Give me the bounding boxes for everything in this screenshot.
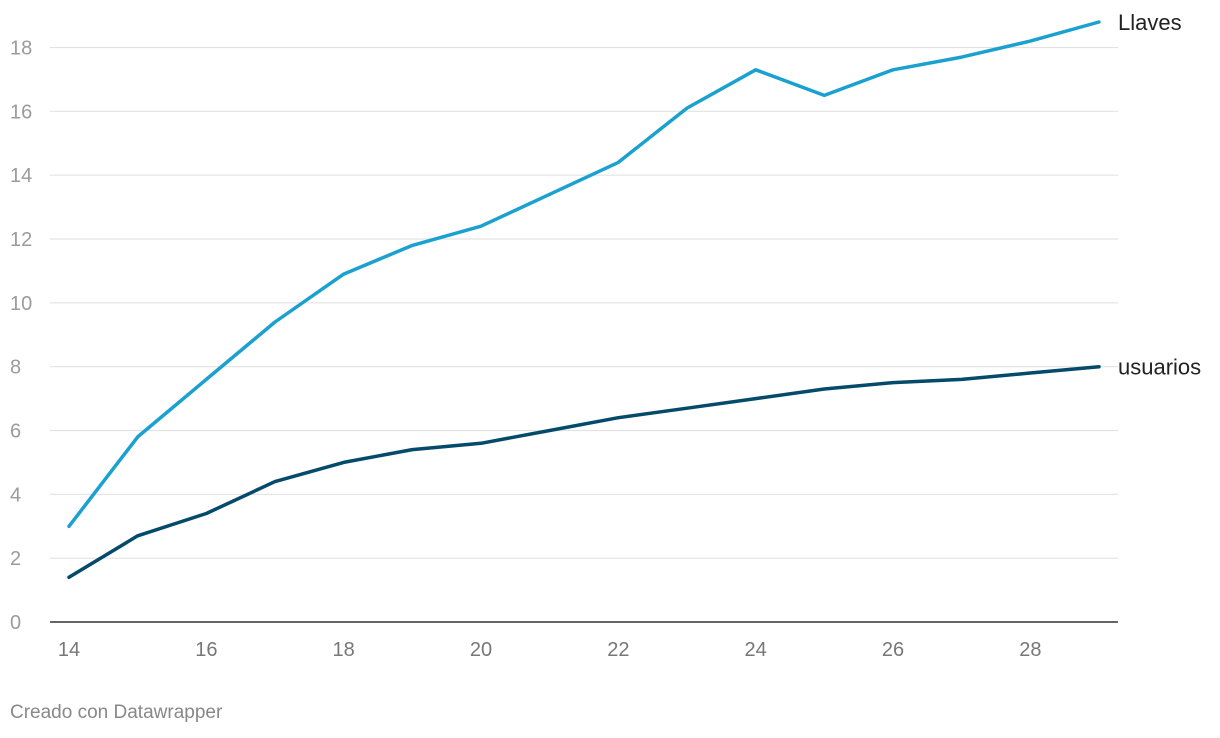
series-label-usuarios: usuarios xyxy=(1118,355,1201,380)
series-line-llaves xyxy=(67,20,1101,529)
y-tick-label: 18 xyxy=(10,38,32,60)
y-tick-label: 8 xyxy=(10,357,21,379)
series-labels: Llaves usuarios xyxy=(1118,10,1201,380)
y-tick-label: 0 xyxy=(10,612,21,634)
x-tick-label: 22 xyxy=(607,639,629,661)
y-axis: 0 2 4 6 8 10 12 14 16 18 xyxy=(10,38,32,635)
x-tick-label: 28 xyxy=(1019,639,1041,661)
y-tick-label: 4 xyxy=(10,484,21,506)
y-tick-label: 10 xyxy=(10,293,32,315)
credit-text: Creado con Datawrapper xyxy=(10,702,223,723)
gridlines xyxy=(50,46,1118,623)
y-tick-label: 16 xyxy=(10,101,32,123)
x-tick-label: 20 xyxy=(470,639,492,661)
x-tick-label: 18 xyxy=(333,639,355,661)
y-tick-label: 12 xyxy=(10,229,32,251)
y-tick-label: 6 xyxy=(10,421,21,443)
x-tick-label: 16 xyxy=(195,639,217,661)
y-tick-label: 14 xyxy=(10,165,32,187)
x-tick-label: 24 xyxy=(745,639,767,661)
x-axis: 14 16 18 20 22 24 26 28 xyxy=(58,639,1042,661)
y-tick-label: 2 xyxy=(10,548,21,570)
x-tick-label: 26 xyxy=(882,639,904,661)
series-lines xyxy=(67,20,1101,580)
series-line-usuarios xyxy=(67,364,1101,580)
x-tick-label: 14 xyxy=(58,639,80,661)
series-label-llaves: Llaves xyxy=(1118,10,1182,35)
